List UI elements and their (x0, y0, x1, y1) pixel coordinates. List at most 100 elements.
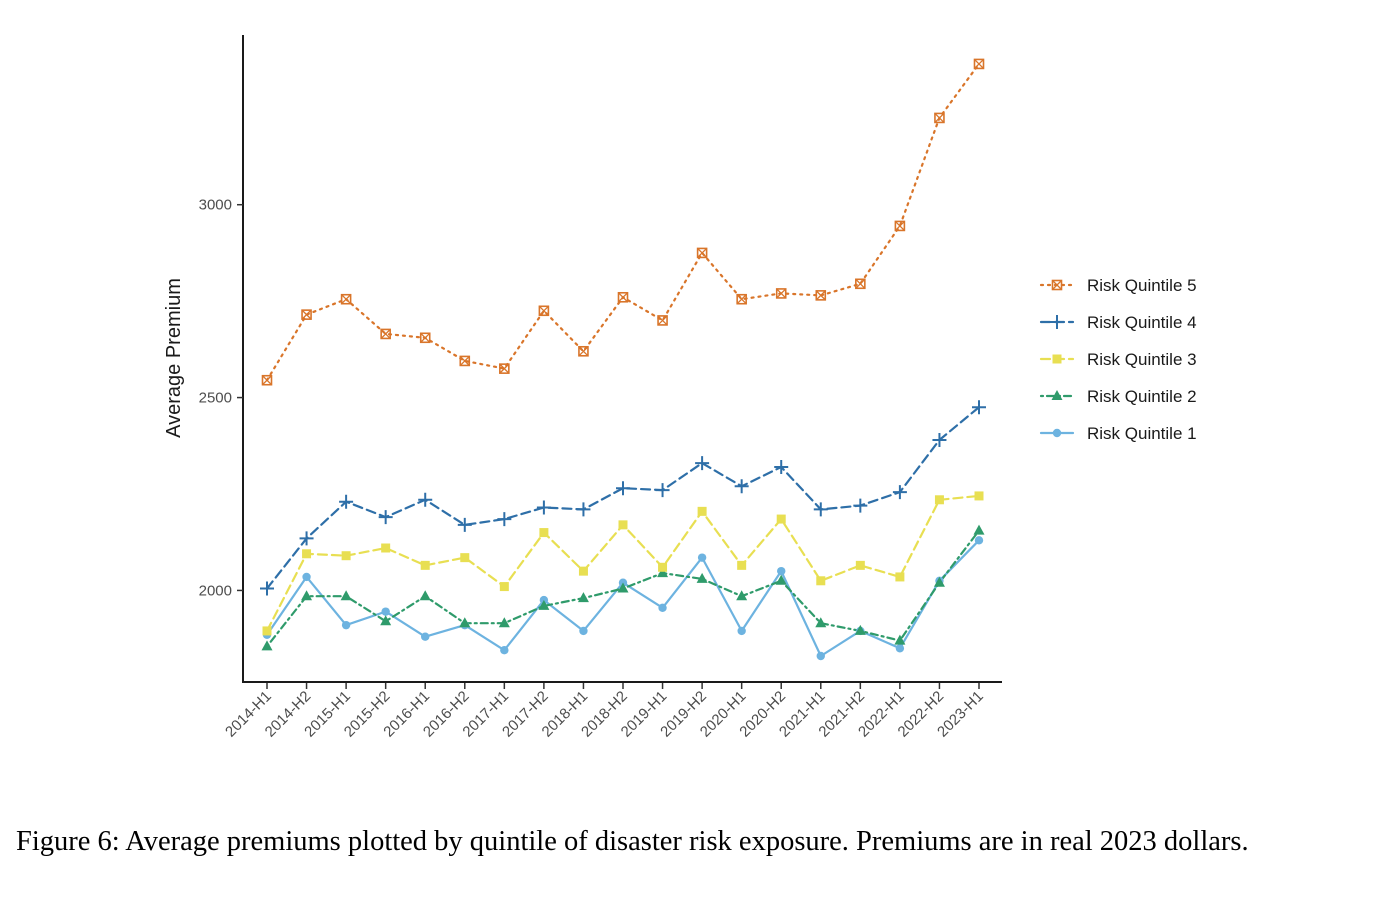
data-point (776, 514, 786, 524)
legend-marker-swatch (1052, 428, 1062, 438)
data-point (302, 572, 311, 582)
data-point (696, 247, 708, 259)
legend-item: Risk Quintile 2 (1039, 387, 1197, 406)
data-point (536, 500, 551, 515)
data-point (973, 524, 985, 535)
chart-axes (242, 35, 1002, 683)
data-point (261, 374, 273, 386)
data-point (380, 615, 392, 626)
data-point (658, 562, 668, 572)
legend-item: Risk Quintile 1 (1039, 424, 1197, 443)
legend-label: Risk Quintile 3 (1087, 350, 1197, 369)
data-point (539, 528, 549, 538)
series-line-risk-quintile-5 (265, 62, 981, 382)
data-point (339, 494, 354, 509)
data-point (420, 560, 430, 570)
series-lines (265, 62, 981, 658)
series-line-risk-quintile-4 (265, 406, 981, 590)
x-ticks: 2014-H12014-H22015-H12015-H22016-H12016-… (222, 683, 987, 741)
legend-marker-swatch (1050, 315, 1064, 329)
data-point (340, 590, 352, 601)
data-point (538, 599, 550, 610)
legend: Risk Quintile 5 Risk Quintile 4 Risk Quint… (1039, 276, 1197, 443)
data-point (657, 315, 668, 326)
data-point (617, 582, 629, 593)
data-point (853, 498, 868, 513)
data-point (894, 634, 906, 645)
data-point (932, 433, 947, 447)
data-point (696, 572, 708, 583)
data-point (737, 560, 747, 570)
y-axis-title: Average Premium (163, 278, 185, 438)
data-point (299, 531, 314, 546)
data-point (815, 290, 827, 301)
data-point (617, 291, 629, 303)
series-line-risk-quintile-3 (265, 494, 981, 633)
data-point (895, 572, 905, 582)
data-point (737, 626, 746, 636)
data-point (340, 293, 352, 305)
data-point (815, 617, 827, 628)
data-point (816, 651, 825, 661)
legend-marker-swatch (1051, 279, 1063, 291)
legend-label: Risk Quintile 1 (1087, 424, 1197, 443)
data-point (736, 293, 747, 305)
legend-label: Risk Quintile 2 (1087, 387, 1197, 406)
data-point (381, 607, 390, 616)
data-point (658, 603, 667, 612)
data-point (933, 576, 945, 587)
data-point (419, 332, 431, 344)
data-point (380, 328, 391, 340)
data-point (418, 492, 433, 507)
data-point (497, 512, 512, 527)
data-point (895, 644, 905, 653)
data-point (578, 345, 589, 357)
data-point (813, 502, 828, 517)
data-point (974, 491, 984, 501)
data-point (854, 624, 866, 635)
data-point (657, 567, 669, 578)
y-tick-label: 2000 (199, 582, 232, 599)
legend-marker-swatch (1051, 390, 1063, 400)
data-point (892, 485, 907, 500)
data-point (576, 502, 591, 517)
data-point (934, 112, 945, 124)
series-line-risk-quintile-1 (265, 539, 981, 658)
data-point (341, 620, 351, 630)
data-point (697, 553, 707, 562)
data-point (775, 574, 787, 585)
data-point (459, 355, 471, 367)
data-point (538, 305, 550, 317)
data-point (934, 495, 944, 505)
data-point (302, 549, 312, 559)
data-point (378, 510, 393, 525)
legend-label: Risk Quintile 5 (1087, 276, 1197, 295)
data-point (419, 590, 431, 601)
data-point (974, 536, 984, 545)
data-point (301, 590, 313, 601)
legend-item: Risk Quintile 3 (1039, 350, 1197, 369)
data-point (260, 581, 274, 596)
legend-item: Risk Quintile 4 (1039, 313, 1197, 332)
data-point (460, 553, 470, 563)
data-point (498, 617, 510, 628)
legend-item: Risk Quintile 5 (1039, 276, 1197, 295)
data-point (816, 576, 826, 586)
data-point (341, 551, 351, 561)
data-point (261, 640, 273, 651)
data-point (421, 632, 430, 641)
data-point (578, 566, 588, 576)
y-ticks: 2000 2500 3000 (199, 197, 243, 599)
data-point (894, 220, 906, 232)
data-point (500, 646, 509, 655)
data-point (579, 626, 588, 636)
y-tick-label: 3000 (199, 197, 232, 214)
data-point (618, 520, 628, 530)
data-point (734, 479, 749, 494)
data-point (301, 309, 312, 320)
data-point (972, 400, 986, 415)
legend-marker-swatch (1052, 354, 1062, 364)
data-point (262, 626, 272, 636)
data-point (774, 460, 789, 474)
